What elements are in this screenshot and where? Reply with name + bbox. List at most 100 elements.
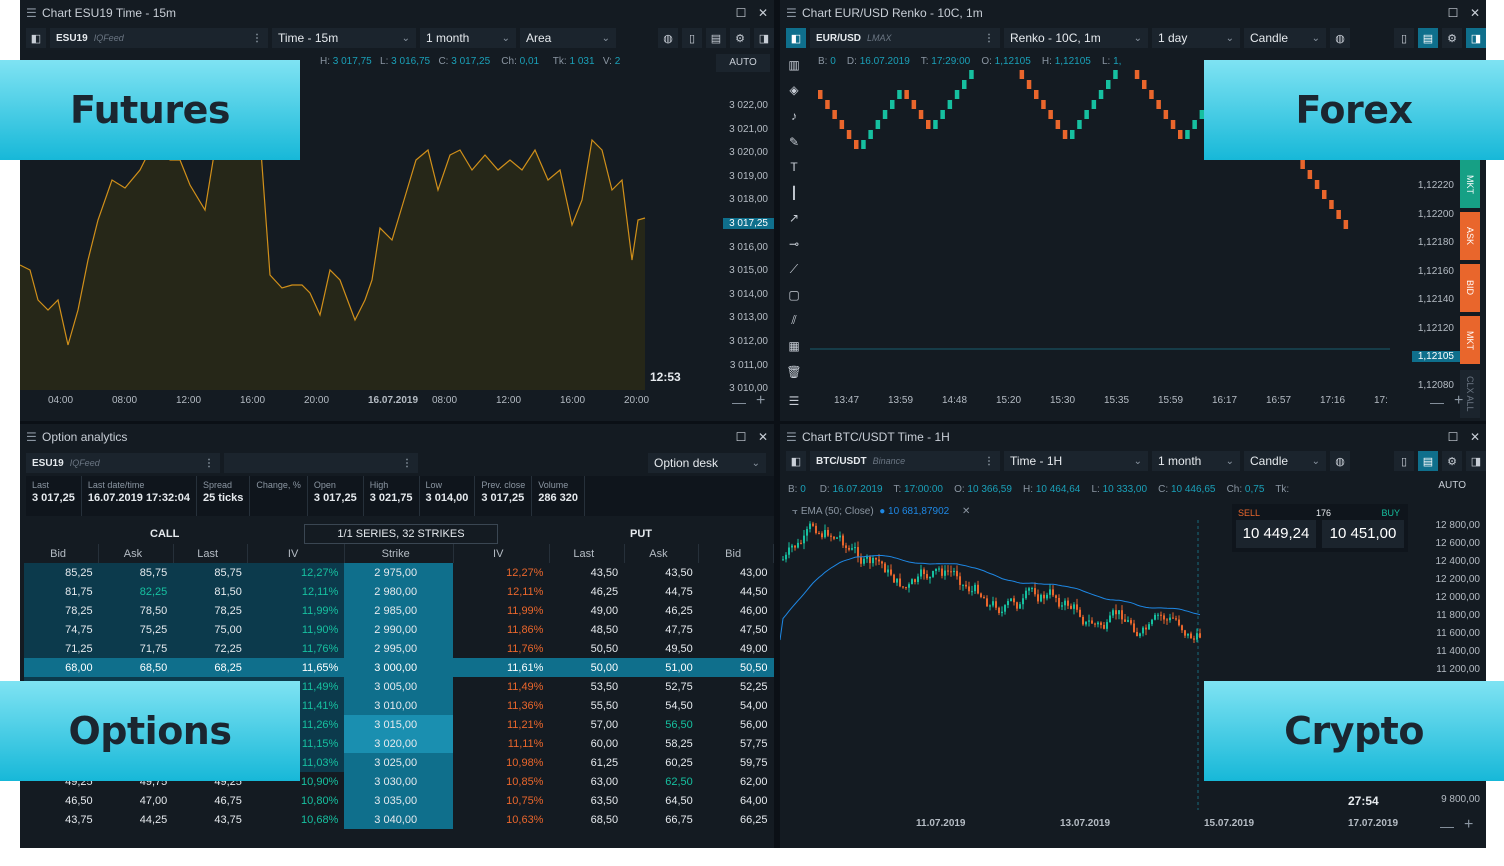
futures-charttype-select[interactable]: Area ⌄	[520, 28, 616, 48]
table-row[interactable]: 43,75 44,25 43,75 10,68% 3 040,00 10,63% 68,50…	[24, 810, 774, 829]
ask-button[interactable]: ASK	[1460, 212, 1480, 260]
more-icon[interactable]: ⋮	[984, 32, 994, 44]
list-icon[interactable]: ☰	[788, 394, 800, 409]
zoom-in-button[interactable]: +	[756, 392, 766, 409]
series-selector[interactable]: 1/1 SERIES, 32 STRIKES	[304, 524, 498, 544]
layers-icon[interactable]: ◈	[789, 83, 799, 98]
table-row[interactable]: 68,00 68,50 68,25 11,65% 3 000,00 11,61% 50,00…	[24, 658, 774, 677]
panel-toggle-icon[interactable]: ◨	[1466, 28, 1486, 48]
table-row[interactable]: 81,75 82,25 81,50 12,11% 2 980,00 12,11% 46,25…	[24, 582, 774, 601]
fibonacci-icon[interactable]: ⫽	[791, 313, 797, 328]
column-header[interactable]: Ask	[98, 544, 174, 563]
column-header[interactable]: Last	[549, 544, 625, 563]
forex-timeframe-select[interactable]: Renko - 10C, 1m ⌄	[1004, 28, 1148, 48]
options-symbol-selector[interactable]: ESU19 IQFeed ⋮	[26, 453, 220, 473]
table-row[interactable]: 46,50 47,00 46,75 10,80% 3 035,00 10,75% 63,50…	[24, 791, 774, 810]
column-header[interactable]: Strike	[344, 544, 454, 563]
cancel-all-button[interactable]: CLX ALL	[1460, 370, 1480, 418]
more-icon[interactable]: ⋮	[204, 457, 214, 469]
more-icon[interactable]: ⋮	[252, 32, 262, 44]
text-tool-icon[interactable]: T	[790, 160, 798, 175]
zoom-in-button[interactable]: +	[1454, 392, 1464, 409]
close-icon[interactable]: ✕	[1469, 430, 1481, 444]
settings-icon[interactable]: ⚙	[1442, 451, 1462, 471]
menu-icon[interactable]: ☰	[26, 430, 37, 444]
indicator-icon[interactable]: ◍	[1330, 451, 1350, 471]
column-header[interactable]: IV	[453, 544, 550, 563]
indicator-icon[interactable]: ◍	[658, 28, 678, 48]
sidebar-toggle-icon[interactable]: ◧	[786, 28, 806, 48]
close-icon[interactable]: ✕	[962, 506, 971, 517]
table-row[interactable]: 49,25 49,75 49,25 10,90% 3 030,00 10,85% 63,00…	[24, 772, 774, 791]
zoom-in-button[interactable]: +	[1464, 816, 1474, 833]
crypto-timeframe-select[interactable]: Time - 1H ⌄	[1004, 451, 1148, 471]
maximize-icon[interactable]: ☐	[1447, 6, 1459, 20]
indicator-icon[interactable]: ◍	[1330, 28, 1350, 48]
menu-icon[interactable]: ☰	[786, 6, 797, 20]
zoom-out-button[interactable]: —	[1440, 818, 1454, 834]
crypto-charttype-select[interactable]: Candle ⌄	[1244, 451, 1326, 471]
mouse-icon[interactable]: ▯	[682, 28, 702, 48]
trade-panel-icon[interactable]: ▤	[1418, 451, 1438, 471]
trash-icon[interactable]: 🗑	[786, 364, 802, 379]
forex-symbol-selector[interactable]: EUR/USD LMAX ⋮	[810, 28, 1000, 48]
trade-panel-icon[interactable]: ▤	[1418, 28, 1438, 48]
mouse-icon[interactable]: ▯	[1394, 451, 1414, 471]
futures-timeframe-select[interactable]: Time - 15m ⌄	[272, 28, 416, 48]
close-icon[interactable]: ✕	[757, 6, 769, 20]
bell-icon[interactable]: ♪	[791, 108, 797, 123]
zoom-out-button[interactable]: —	[1430, 394, 1444, 410]
vertical-line-icon[interactable]: ┃	[790, 185, 798, 200]
crypto-period-select[interactable]: 1 month ⌄	[1152, 451, 1240, 471]
column-header[interactable]: Ask	[624, 544, 700, 563]
forex-charttype-select[interactable]: Candle ⌄	[1244, 28, 1326, 48]
mouse-icon[interactable]: ▯	[1394, 28, 1414, 48]
table-row[interactable]: 85,25 85,75 85,75 12,27% 2 975,00 12,27% 43,50…	[24, 563, 774, 582]
zoom-out-button[interactable]: —	[732, 394, 746, 410]
futures-symbol-selector[interactable]: ESU19 IQFeed ⋮	[50, 28, 268, 48]
gann-icon[interactable]: ▦	[788, 339, 800, 354]
auto-scale-label[interactable]: AUTO	[1438, 480, 1466, 491]
trade-panel-icon[interactable]: ▤	[706, 28, 726, 48]
crypto-symbol-selector[interactable]: BTC/USDT Binance ⋮	[810, 451, 1000, 471]
options-mode-select[interactable]: Option desk ⌄	[648, 453, 766, 473]
options-secondary-selector[interactable]: ⋮	[224, 453, 418, 473]
maximize-icon[interactable]: ☐	[1447, 430, 1459, 444]
bid-button[interactable]: BID	[1460, 264, 1480, 312]
rectangle-tool-icon[interactable]: ▢	[788, 287, 800, 302]
maximize-icon[interactable]: ☐	[735, 6, 747, 20]
column-header[interactable]: Bid	[698, 544, 774, 563]
pencil-icon[interactable]: ✎	[788, 134, 800, 149]
market-button[interactable]: MKT	[1460, 160, 1480, 208]
menu-icon[interactable]: ☰	[786, 430, 797, 444]
sidebar-toggle-icon[interactable]: ◧	[786, 451, 806, 471]
panel-toggle-icon[interactable]: ◨	[754, 28, 774, 48]
chart-icon[interactable]: ▥	[788, 57, 800, 72]
table-row[interactable]: 74,75 75,25 75,00 11,90% 2 990,00 11,86% 48,50…	[24, 620, 774, 639]
more-icon[interactable]: ⋮	[402, 457, 412, 469]
table-row[interactable]: 78,25 78,50 78,25 11,99% 2 985,00 11,99% 49,00…	[24, 601, 774, 620]
sidebar-toggle-icon[interactable]: ◧	[26, 28, 46, 48]
futures-period-select[interactable]: 1 month ⌄	[420, 28, 516, 48]
sell-button[interactable]: 10 449,24	[1236, 520, 1316, 548]
settings-icon[interactable]: ⚙	[1442, 28, 1462, 48]
auto-scale-button[interactable]: AUTO	[716, 54, 770, 72]
close-icon[interactable]: ✕	[1469, 6, 1481, 20]
arrow-tool-icon[interactable]: ↗	[788, 211, 800, 226]
trend-line-icon[interactable]: ⟋	[789, 261, 799, 276]
close-icon[interactable]: ✕	[757, 430, 769, 444]
market-sell-button[interactable]: MKT	[1460, 316, 1480, 364]
menu-icon[interactable]: ☰	[26, 6, 37, 20]
horizontal-line-icon[interactable]: ⊸	[788, 236, 800, 251]
more-icon[interactable]: ⋮	[984, 455, 994, 467]
forex-period-select[interactable]: 1 day ⌄	[1152, 28, 1240, 48]
table-row[interactable]: 71,25 71,75 72,25 11,76% 2 995,00 11,76% 50,50…	[24, 639, 774, 658]
renko-brick	[832, 110, 837, 119]
buy-button[interactable]: 10 451,00	[1322, 520, 1404, 548]
maximize-icon[interactable]: ☐	[735, 430, 747, 444]
column-header[interactable]: Bid	[24, 544, 100, 563]
settings-icon[interactable]: ⚙	[730, 28, 750, 48]
panel-toggle-icon[interactable]: ◨	[1466, 451, 1486, 471]
column-header[interactable]: Last	[173, 544, 249, 563]
column-header[interactable]: IV	[247, 544, 345, 563]
